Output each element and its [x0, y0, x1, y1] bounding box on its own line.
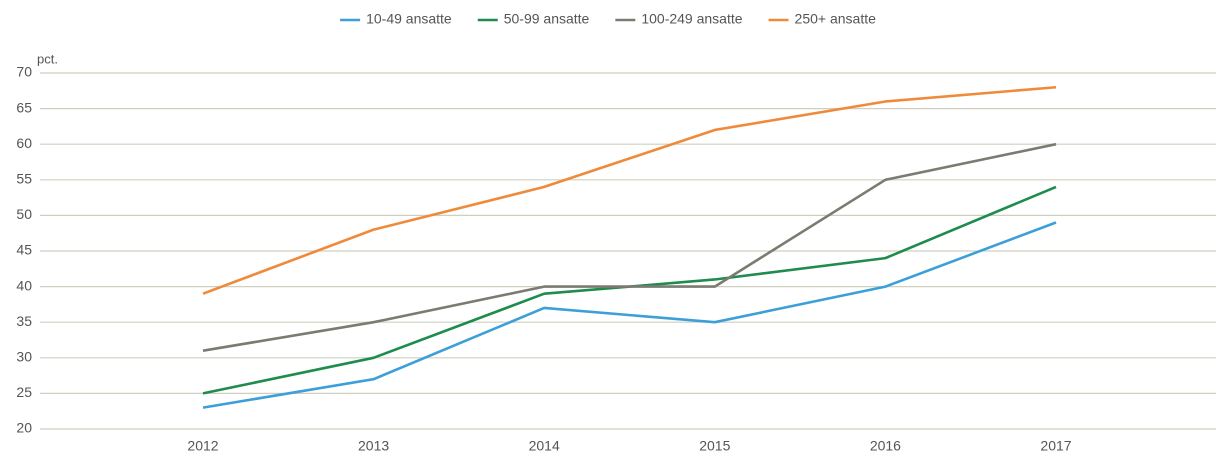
series-line — [202, 221, 1057, 409]
series-line — [202, 142, 1057, 352]
legend-label: 100-249 ansatte — [641, 11, 742, 27]
x-tick-label: 2015 — [699, 438, 730, 454]
y-tick-label: 20 — [16, 420, 32, 436]
y-tick-label: 40 — [16, 277, 32, 293]
y-tick-label: 50 — [16, 206, 32, 222]
x-tick-label: 2014 — [529, 438, 560, 454]
legend-label: 250+ ansatte — [795, 11, 877, 27]
y-tick-label: 45 — [16, 242, 32, 258]
series-line — [202, 85, 1057, 295]
x-tick-label: 2016 — [870, 438, 901, 454]
y-tick-label: 35 — [16, 313, 32, 329]
grid: 20 25 30 35 40 45 50 55 60 65 70 2012 2013 2014 2015 20… — [16, 64, 1216, 454]
y-tick-label: 25 — [16, 384, 32, 400]
y-tick-label: 65 — [16, 99, 32, 115]
x-tick-label: 2017 — [1040, 438, 1071, 454]
lines — [202, 85, 1057, 409]
y-tick-label: 55 — [16, 171, 32, 187]
legend-label: 50-99 ansatte — [504, 11, 590, 27]
legend-label: 10-49 ansatte — [366, 11, 452, 27]
y-unit-label: pct. — [37, 51, 58, 66]
legend-item: 50-99 ansatte — [477, 11, 590, 27]
y-tick-label: 70 — [16, 64, 32, 80]
legend-item: 100-249 ansatte — [615, 11, 743, 27]
y-tick-label: 60 — [16, 135, 32, 151]
series-line — [202, 185, 1057, 395]
x-tick-label: 2012 — [187, 438, 218, 454]
x-tick-label: 2013 — [358, 438, 389, 454]
y-tick-label: 30 — [16, 349, 32, 365]
legend-item: 10-49 ansatte — [340, 11, 452, 27]
legend-item: 250+ ansatte — [768, 11, 877, 27]
legend: 10-49 ansatte 50-99 ansatte 100-249 ansatt… — [340, 11, 876, 27]
